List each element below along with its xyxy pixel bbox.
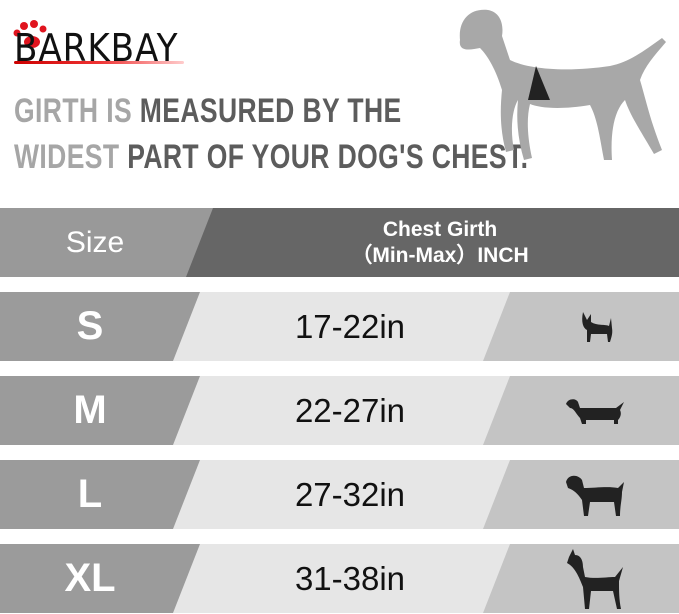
chihuahua-icon: [540, 292, 650, 361]
pointer-dog-illustration: [459, 9, 666, 160]
table-row: M 22-27in: [0, 376, 679, 445]
girth-value: 31-38in: [294, 559, 406, 597]
size-label: M: [73, 388, 107, 432]
table-header-row: Size Chest Girth （Min-Max）INCH: [0, 208, 679, 277]
dachshund-icon: [540, 376, 650, 445]
header-girth-line1: Chest Girth: [382, 217, 498, 241]
headline-line-2: WIDEST PART OF YOUR DOG'S CHEST.: [14, 138, 528, 177]
paw-icon: [13, 20, 47, 48]
headline-line-1: GIRTH IS MEASURED BY THE: [14, 92, 402, 131]
great-dane-icon: [540, 544, 650, 613]
headline-text: PART OF YOUR DOG'S CHEST.: [127, 138, 529, 176]
header-girth: Chest Girth （Min-Max）INCH: [260, 208, 620, 277]
headline-text: GIRTH IS: [14, 92, 140, 130]
girth-value: 17-22in: [294, 307, 406, 345]
table-row: XL 31-38in: [0, 544, 679, 613]
girth-value: 27-32in: [294, 475, 406, 513]
labrador-icon: [540, 460, 650, 529]
table-row: S 17-22in: [0, 292, 679, 361]
header-size: Size: [65, 225, 125, 259]
table-row: L 27-32in: [0, 460, 679, 529]
logo-underline: [14, 61, 184, 64]
size-label: L: [77, 472, 103, 516]
cell-bg: [483, 292, 679, 361]
headline-text: WIDEST: [14, 138, 128, 176]
header-girth-line2: （Min-Max）INCH: [351, 243, 529, 267]
headline-text: MEASURED BY THE: [139, 92, 402, 130]
size-label: S: [76, 304, 104, 348]
size-label: XL: [64, 556, 116, 600]
girth-value: 22-27in: [294, 391, 406, 429]
header-girth-bg: [186, 208, 679, 277]
